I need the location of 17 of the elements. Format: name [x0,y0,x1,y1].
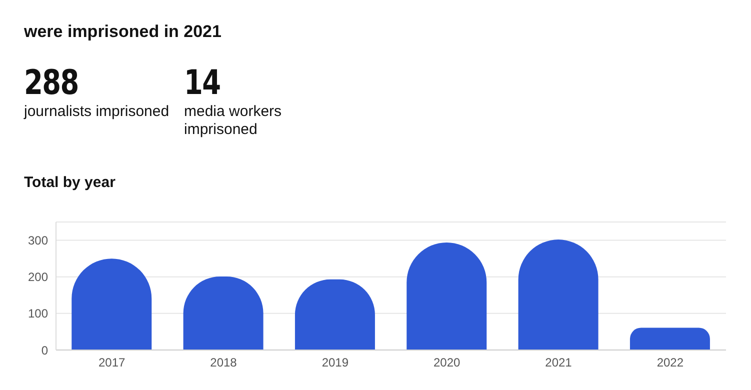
x-tick-label: 2022 [656,356,684,370]
y-tick-label: 0 [41,343,48,358]
y-tick-label: 300 [28,234,48,248]
y-tick-label: 200 [28,270,48,284]
x-tick-label: 2021 [545,356,572,370]
chart-title: were imprisoned in 2021 [24,22,222,42]
x-tick-label: 2017 [98,356,126,370]
y-tick-label: 100 [28,306,48,321]
bar [630,328,710,350]
text: 14 [184,63,222,103]
text: 288 [24,63,80,103]
x-tick-label: 2018 [210,356,238,370]
x-tick-label: 2019 [322,356,349,370]
text: media workers imprisoned [184,103,283,139]
text: journalists imprisoned [24,103,170,121]
x-tick-label: 2020 [433,356,461,370]
chart-subtitle: Total by year [24,174,116,191]
